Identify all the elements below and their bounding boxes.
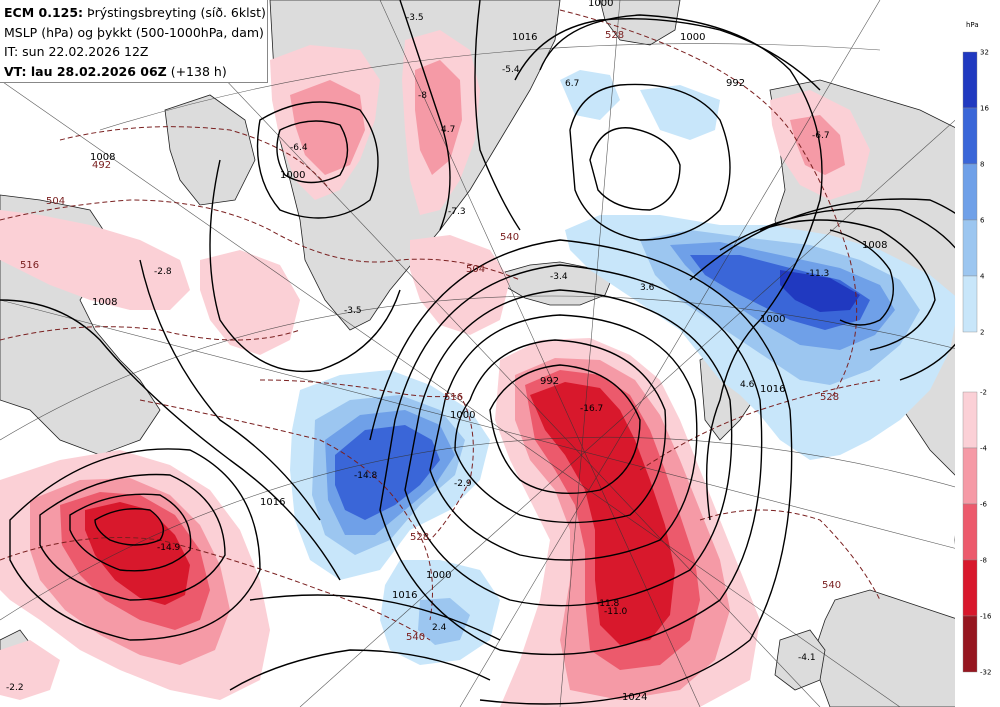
isobar-label: 1008 xyxy=(90,152,115,163)
value-label: -3.5 xyxy=(344,306,362,316)
colorbar-positive-tick: 8 xyxy=(980,161,984,169)
value-label: -3.5 xyxy=(406,13,424,23)
value-label: -2.8 xyxy=(154,267,172,277)
thickness-contours xyxy=(0,9,881,641)
thickness-label: 540 xyxy=(500,232,519,243)
value-label: 4.7 xyxy=(441,125,455,135)
colorbar-negative: -2 -4 -6 -8 -16 -32 xyxy=(962,389,992,677)
isobar-label: 1000 xyxy=(426,570,451,581)
thickness-label: 504 xyxy=(46,196,65,207)
isobar-label: 992 xyxy=(726,78,745,89)
isobar-label: 1000 xyxy=(450,410,475,421)
colorbar-positive-swatch xyxy=(962,163,978,221)
colorbar-positive-swatch xyxy=(962,51,978,109)
value-label: -2.9 xyxy=(454,479,472,489)
value-label: -16.7 xyxy=(580,404,603,414)
colorbar-negative-swatch xyxy=(962,503,978,561)
init-time: IT: sun 22.02.2026 12Z xyxy=(4,44,149,59)
value-label: -6.7 xyxy=(812,131,830,141)
colorbar-positive-swatch xyxy=(962,107,978,165)
colorbar-negative-swatch xyxy=(962,391,978,449)
thickness-label: 528 xyxy=(605,30,624,41)
colorbar-negative-swatch xyxy=(962,447,978,505)
value-label: -14.9 xyxy=(157,543,181,553)
map-subtitle: MSLP (hPa) og þykkt (500-1000hPa, dam) xyxy=(4,24,264,40)
colorbar-positive-swatch xyxy=(962,219,978,277)
colorbar-negative-tick: -2 xyxy=(980,389,987,397)
colorbar: hPa 32 16 8 6 4 2 -2 -4 -6 -8 -16 -32 xyxy=(955,0,1000,707)
land-baffin xyxy=(164,94,256,206)
pressure-fall-shading xyxy=(0,30,870,707)
colorbar-negative-tick: -16 xyxy=(980,613,992,621)
colorbar-unit: hPa xyxy=(966,21,979,29)
isobar-label: 1000 xyxy=(280,170,305,181)
isobar-label: 992 xyxy=(540,376,559,387)
isobar-labels: 1000 1000 1008 1008 1000 992 992 1016 10… xyxy=(90,0,887,703)
value-label: 3.6 xyxy=(640,283,655,293)
colorbar-positive-tick: 2 xyxy=(980,329,984,337)
thickness-label: 540 xyxy=(406,632,425,643)
colorbar-positive-swatch xyxy=(962,275,978,333)
value-label: 2.4 xyxy=(432,623,447,633)
value-label: -3.4 xyxy=(550,272,568,282)
colorbar-positive-tick: 32 xyxy=(980,49,989,57)
colorbar-positive: 32 16 8 6 4 2 xyxy=(962,49,989,337)
isobar-label: 1008 xyxy=(862,240,887,251)
value-label: 6.7 xyxy=(565,79,579,89)
value-label: -2.2 xyxy=(6,683,24,693)
isobar-label: 1016 xyxy=(512,32,537,43)
value-label: -4.1 xyxy=(798,653,816,663)
value-label: -11.3 xyxy=(806,269,829,279)
value-labels: -3.5 -5.4 6.7 -6.7 -6.4 -8 4.7 -7.3 -2.8… xyxy=(6,13,830,693)
colorbar-negative-tick: -8 xyxy=(980,557,987,565)
isobar-label: 1000 xyxy=(588,0,613,9)
value-label: -14.8 xyxy=(354,471,378,481)
thickness-label: 528 xyxy=(820,392,839,403)
value-label: -11.0 xyxy=(604,607,628,617)
model-name: ECM 0.125: xyxy=(4,5,84,20)
value-label: 4.6 xyxy=(740,380,755,390)
thickness-labels: 528 492 504 504 516 528 540 528 540 516 … xyxy=(20,30,841,643)
thickness-label: 516 xyxy=(20,260,39,271)
pressure-rise-shading xyxy=(290,70,960,665)
info-box: ECM 0.125: Þrýstingsbreyting (síð. 6klst… xyxy=(0,0,268,83)
thickness-label: 504 xyxy=(466,264,485,275)
colorbar-positive-tick: 6 xyxy=(980,217,985,225)
isobar-label: 1016 xyxy=(392,590,417,601)
thickness-label: 492 xyxy=(92,160,111,171)
thickness-label: 540 xyxy=(822,580,841,591)
value-label: -11.8 xyxy=(596,599,620,609)
value-label: -8 xyxy=(418,91,427,101)
colorbar-negative-swatch xyxy=(962,559,978,617)
isobar-label: 1024 xyxy=(622,692,647,703)
map-title: Þrýstingsbreyting (síð. 6klst) xyxy=(83,5,266,20)
isobar-label: 1016 xyxy=(260,497,285,508)
value-label: -6.4 xyxy=(290,143,308,153)
colorbar-positive-tick: 16 xyxy=(980,105,989,113)
thickness-label: 528 xyxy=(410,532,429,543)
land-ireland xyxy=(774,629,826,691)
colorbar-negative-tick: -32 xyxy=(980,669,991,677)
colorbar-negative-tick: -6 xyxy=(980,501,988,509)
isobar-label: 1000 xyxy=(760,314,785,325)
value-label: -5.4 xyxy=(502,65,520,75)
valid-time: VT: lau 28.02.2026 06Z xyxy=(4,63,167,79)
isobar-label: 1000 xyxy=(680,32,705,43)
colorbar-negative-tick: -4 xyxy=(980,445,988,453)
value-label: -7.3 xyxy=(448,207,466,217)
forecast-offset: (+138 h) xyxy=(166,63,227,79)
colorbar-positive-tick: 4 xyxy=(980,273,985,281)
isobar-label: 1008 xyxy=(92,297,117,308)
thickness-label: 516 xyxy=(444,392,463,403)
isobar-label: 1016 xyxy=(760,384,785,395)
colorbar-negative-swatch xyxy=(962,615,978,673)
